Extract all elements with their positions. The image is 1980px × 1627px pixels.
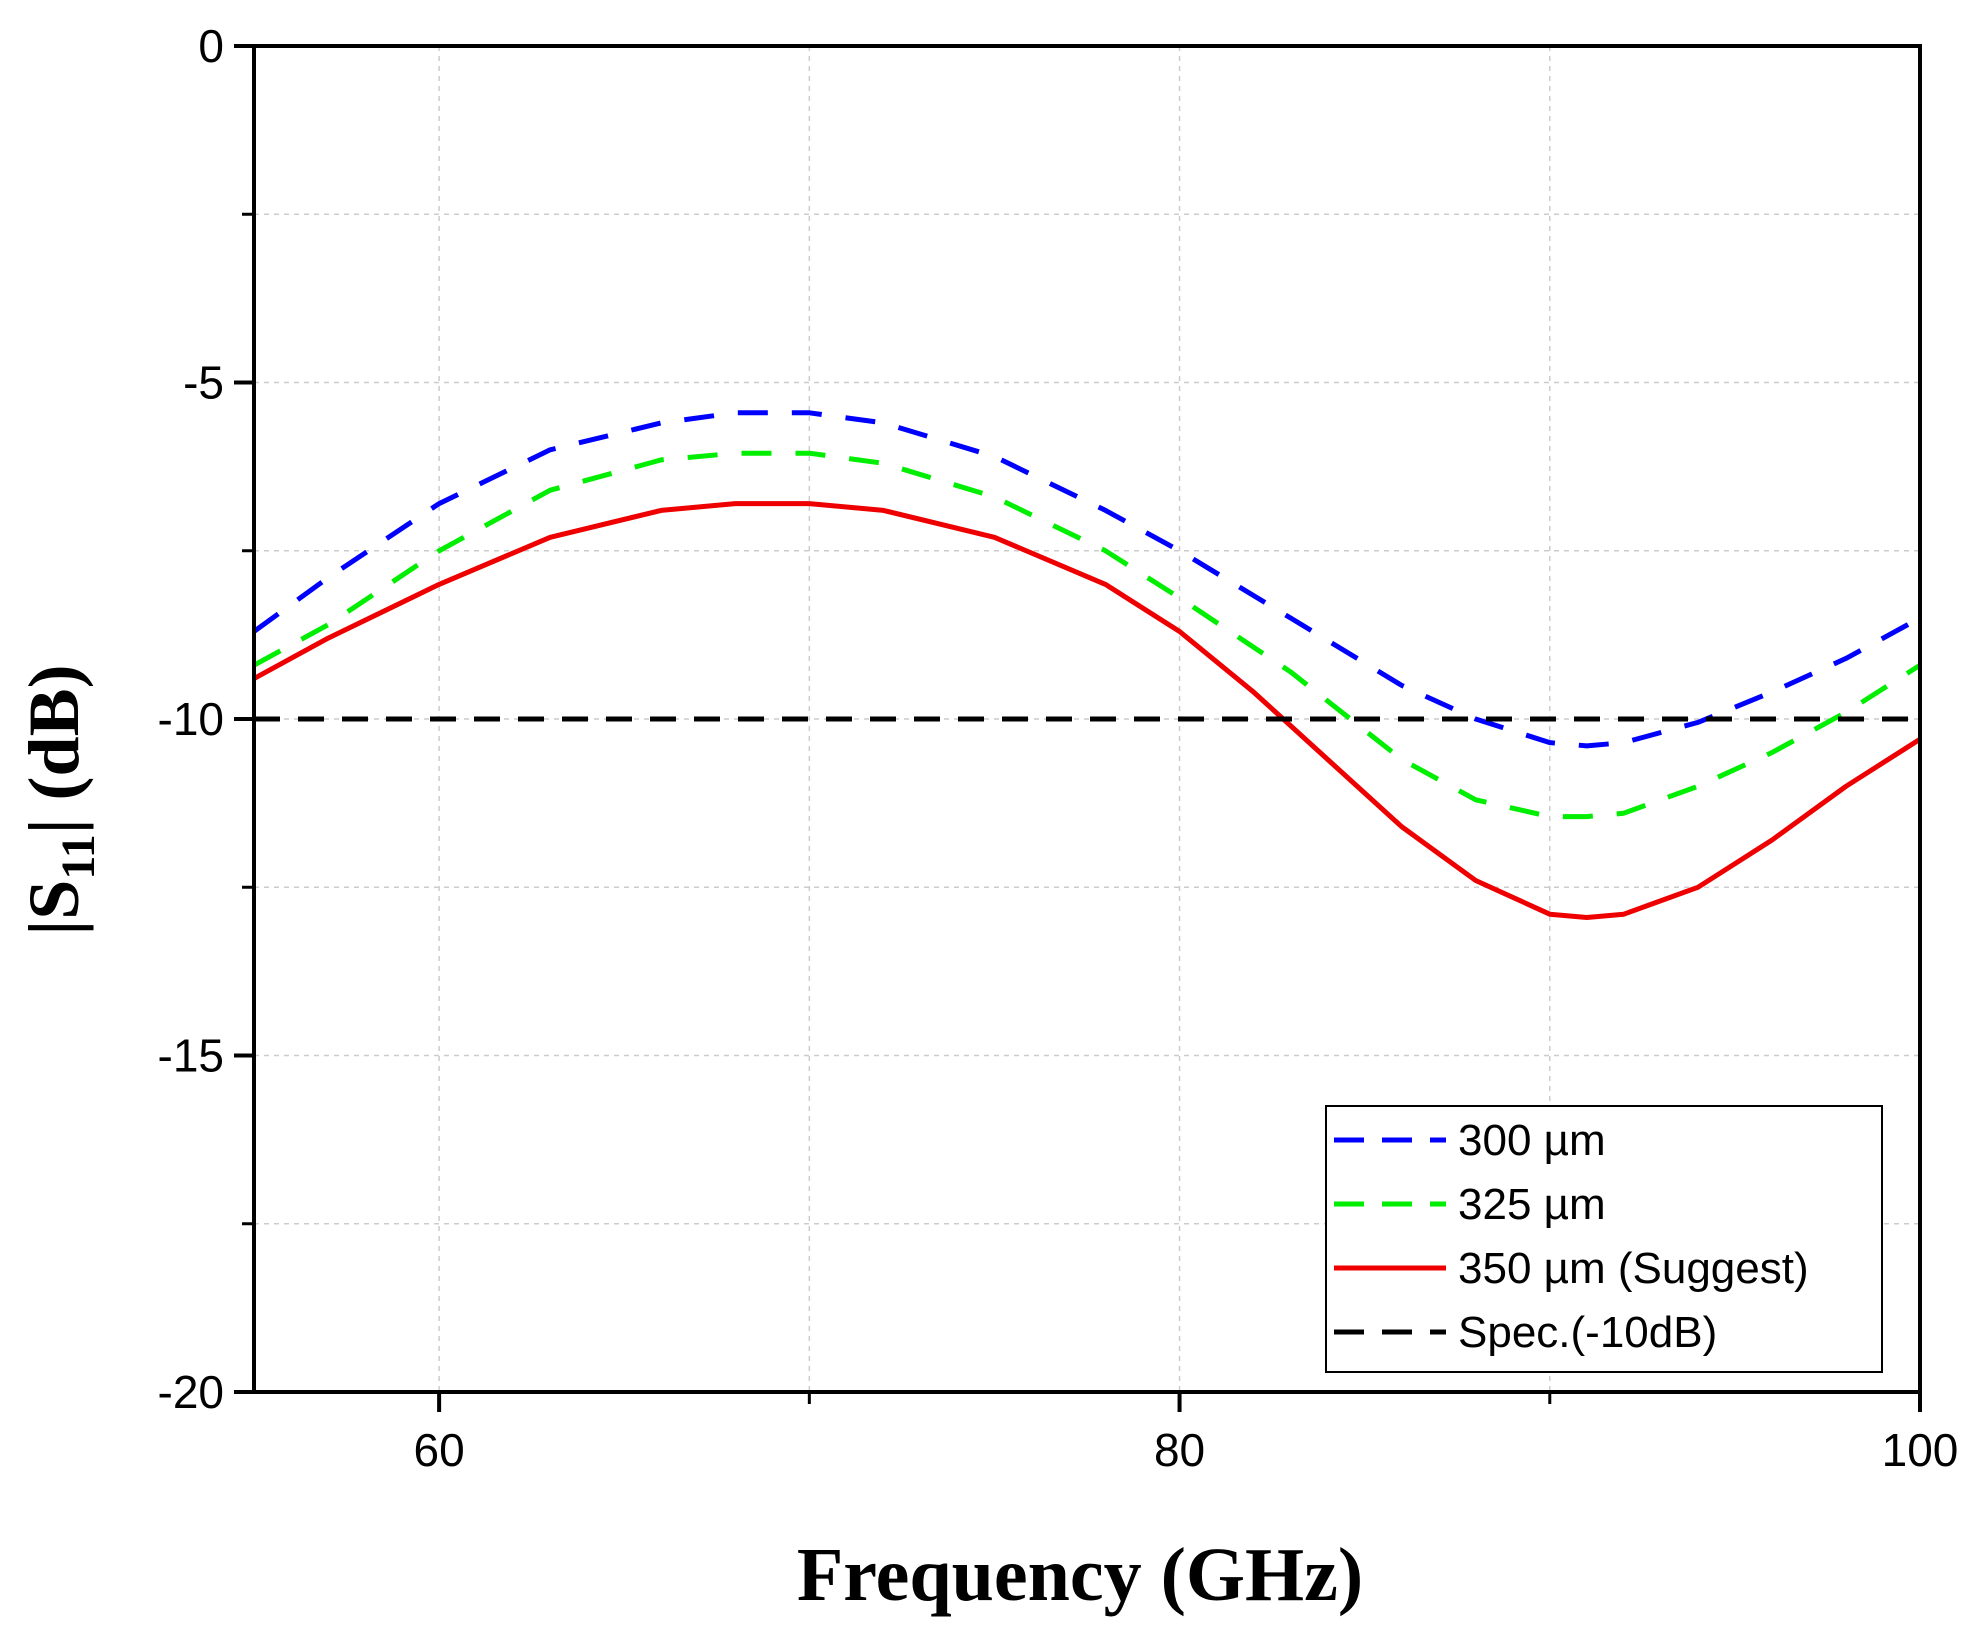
y-tick-label--15: -15 <box>158 1030 224 1082</box>
series-lines <box>254 410 1920 920</box>
series-line-3 <box>254 501 1920 920</box>
legend: 300 µm 325 µm 350 µm (Suggest) Spec.(-10dB) <box>1325 1105 1883 1373</box>
tick-labels: 60 80 100 0 -5 -10 -15 -20 <box>158 20 1959 1476</box>
x-tick-label-100: 100 <box>1882 1424 1959 1476</box>
y-tick-label-0: 0 <box>198 20 224 72</box>
y-tick-label--5: -5 <box>183 357 224 409</box>
series-line-2 <box>254 450 1920 820</box>
x-tick-label-80: 80 <box>1154 1424 1205 1476</box>
legend-label-4: Spec.(-10dB) <box>1458 1308 1717 1357</box>
legend-label-3: 350 µm (Suggest) <box>1458 1244 1809 1293</box>
grid-lines <box>254 46 1920 1392</box>
y-axis-title-subscript: 11 <box>52 834 105 879</box>
y-axis-title-tail: | (dB) <box>14 664 94 834</box>
x-axis-title: Frequency (GHz) <box>797 1533 1363 1617</box>
legend-label-1: 300 µm <box>1458 1116 1606 1165</box>
legend-label-2: 325 µm <box>1458 1180 1606 1229</box>
axis-ticks <box>234 44 1922 1412</box>
y-axis-title: |S11| (dB) <box>14 664 105 935</box>
legend-box <box>1325 1105 1883 1373</box>
y-tick-label--20: -20 <box>158 1366 224 1418</box>
y-tick-label--10: -10 <box>158 693 224 745</box>
x-tick-label-60: 60 <box>414 1424 465 1476</box>
series-line-1 <box>254 410 1920 749</box>
y-axis-title-main: |S <box>14 880 94 936</box>
